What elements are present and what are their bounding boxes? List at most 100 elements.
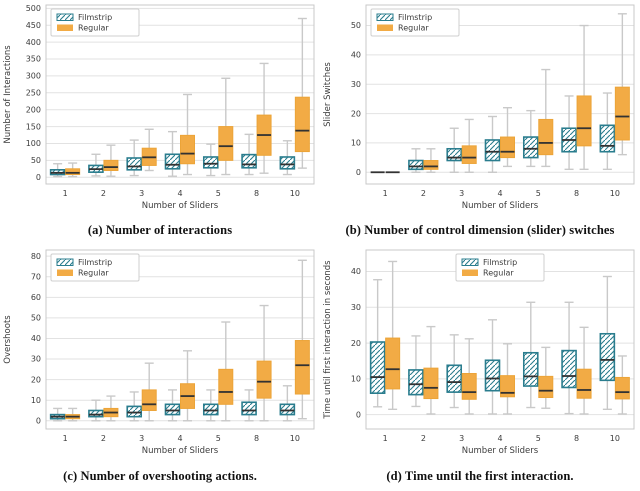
boxplot-interactions: 0 50 100 150 200 250 300 350 400 450 500 1 2 3 4 5 8 10 Nu… [3,4,315,211]
box [538,118,554,156]
legend: Filmstrip Regular [455,253,545,282]
svg-text:8: 8 [254,189,259,198]
box [88,409,104,418]
svg-text:150: 150 [26,122,41,131]
box [279,403,296,416]
svg-text:30: 30 [351,80,361,89]
legend-label: Filmstrip [483,258,517,267]
caption-b: (b) Number of control dimension (slider)… [345,223,615,237]
legend-label: Regular [78,24,109,33]
svg-text:250: 250 [26,89,41,98]
box [522,351,539,387]
y-axis-label: Slider Switches [323,62,333,127]
svg-text:8: 8 [574,189,579,198]
box [202,156,219,169]
x-tick-labels: 1 2 3 4 5 8 10 [63,434,300,443]
svg-text:20: 20 [351,339,361,348]
plot-frame [365,4,635,185]
legend-swatch-regular [57,269,73,276]
legend-label: Filmstrip [78,258,112,267]
legend-label: Regular [398,24,429,33]
svg-text:5: 5 [536,434,541,443]
svg-text:8: 8 [254,434,259,443]
svg-text:10: 10 [31,396,41,405]
caption-a: (a) Number of interactions [87,223,233,237]
boxplot-overshoots: 0 10 20 30 40 50 60 70 80 1 2 3 4 5 8 10 Number of Slide… [3,249,315,456]
box [446,147,463,162]
plot-frame [45,4,315,185]
x-axis-label: Number of Sliders [142,446,219,456]
box [576,368,592,399]
svg-text:2: 2 [421,434,426,443]
legend: Filmstrip Regular [50,253,140,282]
box [126,157,143,171]
legend-label: Filmstrip [78,13,112,22]
svg-text:0: 0 [36,416,41,425]
y-tick-labels: 0 10 20 30 40 [351,267,361,419]
x-tick-labels: 1 2 3 4 5 8 10 [383,189,620,198]
box [614,376,630,400]
box [522,136,539,159]
box [408,369,424,396]
legend-swatch-filmstrip [376,13,394,21]
series-filmstrip [370,92,616,174]
svg-text:5: 5 [216,434,221,443]
x-axis-label: Number of Sliders [142,201,219,211]
legend-swatch-filmstrip [56,13,74,21]
svg-text:350: 350 [26,55,41,64]
svg-text:3: 3 [459,434,464,443]
svg-text:300: 300 [26,72,41,81]
svg-text:30: 30 [351,303,361,312]
box [423,367,439,400]
box [500,375,515,398]
svg-text:30: 30 [31,355,41,364]
svg-text:80: 80 [31,252,41,261]
box [484,359,501,392]
legend: Filmstrip Regular [370,8,460,37]
box [256,360,272,399]
svg-text:3: 3 [139,189,144,198]
box [599,332,616,382]
box [576,95,592,147]
boxplot-slider-switches: 0 10 20 30 40 50 1 2 3 4 5 8 10 Number of Sliders Slid… [323,4,635,211]
svg-text:5: 5 [216,189,221,198]
panel-d-first-interaction-time: 0 10 20 30 40 1 2 3 4 5 8 10 Number of Sliders Time u… [320,245,640,491]
box [103,159,119,171]
legend-swatch-regular [377,24,393,31]
svg-text:0: 0 [36,173,41,182]
svg-text:60: 60 [31,293,41,302]
box [294,96,310,153]
svg-text:1: 1 [63,189,68,198]
y-tick-labels: 0 10 20 30 40 50 60 70 80 [31,252,41,426]
svg-text:500: 500 [26,4,41,13]
series-filmstrip [49,385,296,422]
svg-text:8: 8 [574,434,579,443]
svg-text:0: 0 [356,410,361,419]
box [180,134,195,165]
svg-text:10: 10 [290,189,300,198]
box [461,373,477,400]
legend-swatch-regular [462,269,478,276]
box [241,401,257,416]
x-tick-labels: 1 2 3 4 5 8 10 [63,189,300,198]
svg-text:70: 70 [31,272,41,281]
svg-text:4: 4 [497,434,502,443]
legend-swatch-filmstrip [461,258,479,266]
svg-text:10: 10 [351,375,361,384]
box [294,340,310,395]
box [65,168,81,176]
x-axis-label: Number of Sliders [462,201,539,211]
box [218,126,234,161]
svg-text:2: 2 [101,189,106,198]
box [369,341,386,394]
svg-text:4: 4 [177,434,182,443]
svg-text:40: 40 [351,267,361,276]
svg-text:200: 200 [26,105,41,114]
box [599,124,616,153]
svg-text:10: 10 [610,434,620,443]
boxplot-first-interaction-time: 0 10 20 30 40 1 2 3 4 5 8 10 Number of Sliders Time u… [323,249,635,456]
svg-text:10: 10 [351,139,361,148]
panel-b-slider-switches: 0 10 20 30 40 50 1 2 3 4 5 8 10 Number of Sliders Slid… [320,0,640,245]
svg-text:50: 50 [351,21,361,30]
